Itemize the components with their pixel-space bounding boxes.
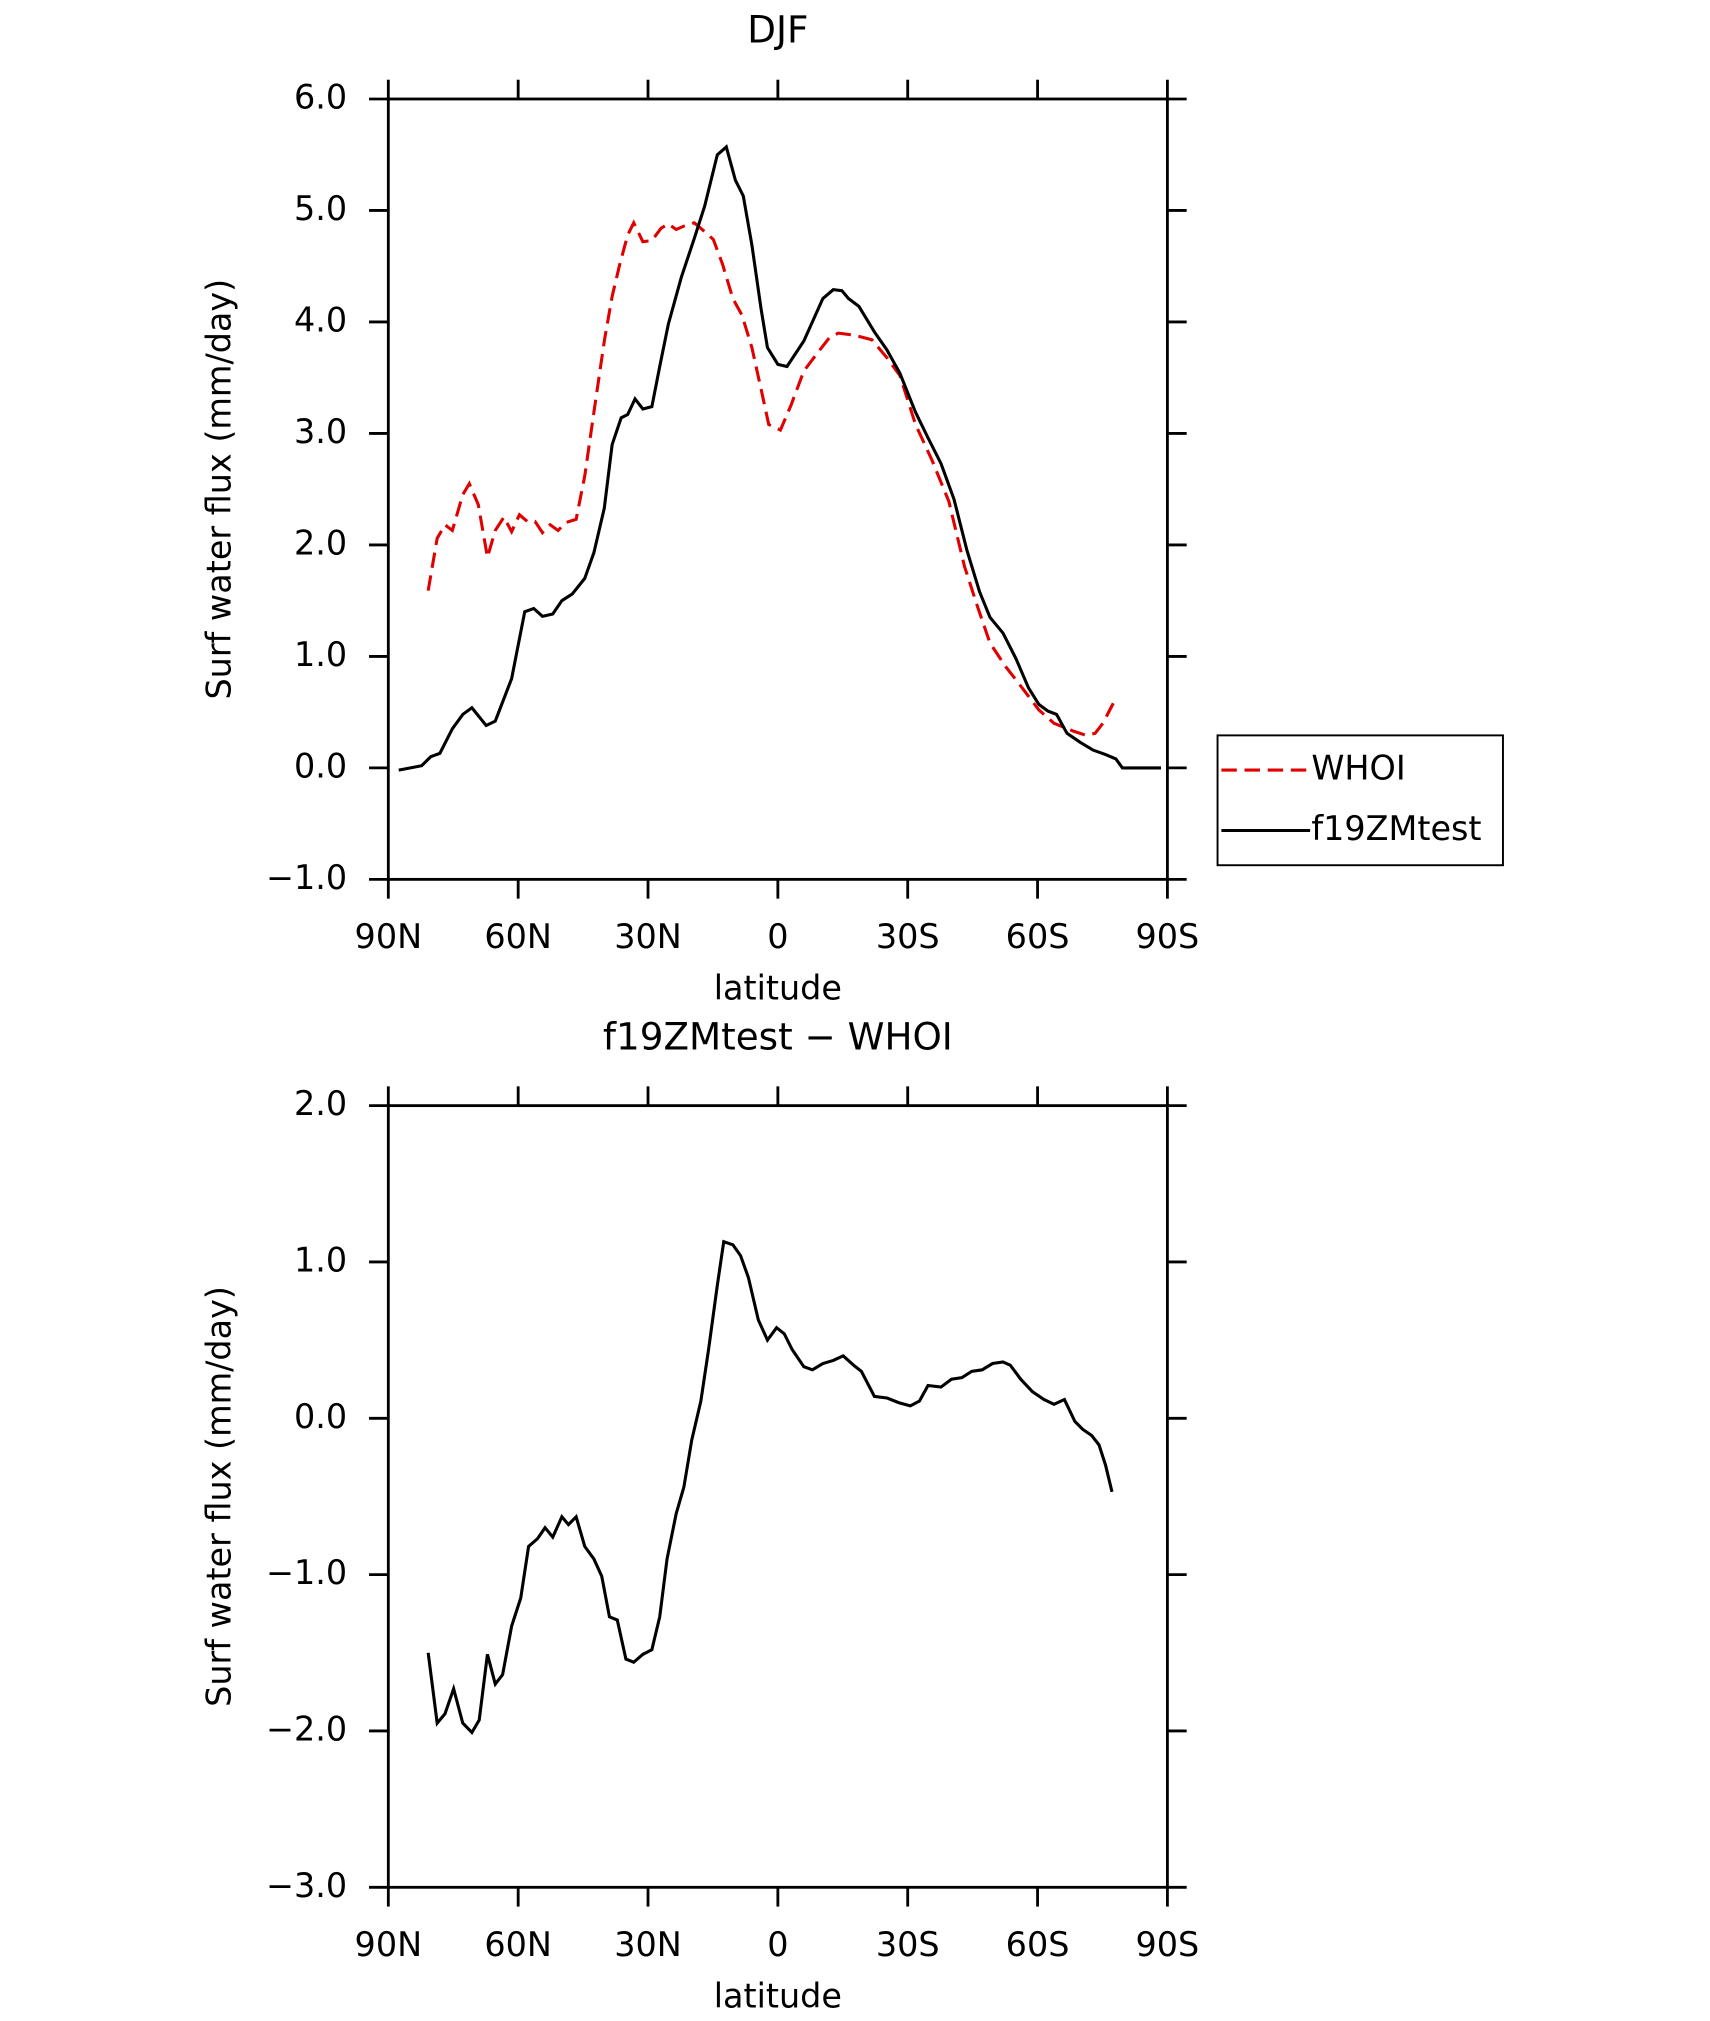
y-axis-label: Surf water flux (mm/day) [200,1286,239,1707]
x-tick-label: 30N [614,917,682,956]
x-axis-label: latitude [714,968,842,1007]
y-tick-label: 1.0 [294,635,347,674]
x-tick-label: 90N [355,917,423,956]
y-tick-label: −1.0 [266,1553,347,1592]
chart-title: f19ZMtest − WHOI [603,1014,953,1058]
y-tick-label: −3.0 [266,1866,347,1905]
y-tick-label: 2.0 [294,523,347,562]
plot-frame [386,1104,1169,1889]
y-tick-label: 0.0 [294,746,347,785]
legend-label: f19ZMtest [1311,809,1481,848]
x-tick-label: 60N [484,917,552,956]
data-line [398,144,1161,772]
y-tick-label: 6.0 [294,77,347,116]
x-tick-label: 60N [484,1925,552,1964]
x-tick-label: 30S [876,917,940,956]
x-tick-label: 30S [876,1925,940,1964]
y-tick-label: 1.0 [294,1240,347,1279]
y-tick-label: −1.0 [266,858,347,897]
data-line [426,219,1115,738]
x-tick-label: 60S [1006,1925,1070,1964]
legend-label: WHOI [1311,749,1405,788]
y-tick-label: 4.0 [294,300,347,339]
plot-frame [386,97,1169,881]
x-tick-label: 60S [1006,917,1070,956]
chart-title: DJF [747,8,808,52]
legend-box [1216,734,1504,867]
y-axis-label: Surf water flux (mm/day) [200,279,239,700]
x-tick-label: 0 [767,917,788,956]
y-tick-label: −2.0 [266,1709,347,1748]
x-axis-label: latitude [714,1976,842,2015]
y-tick-label: 2.0 [294,1084,347,1123]
x-tick-label: 90N [355,1925,423,1964]
y-tick-label: 5.0 [294,189,347,228]
x-tick-label: 30N [614,1925,682,1964]
y-tick-label: 3.0 [294,412,347,451]
x-tick-label: 0 [767,1925,788,1964]
data-line [426,1239,1114,1736]
x-tick-label: 90S [1136,917,1200,956]
y-tick-label: 0.0 [294,1397,347,1436]
x-tick-label: 90S [1136,1925,1200,1964]
